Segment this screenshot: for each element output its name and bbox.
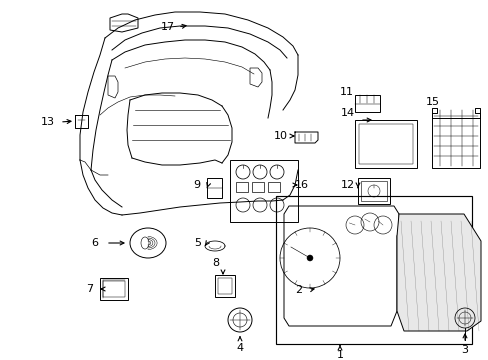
Text: 1: 1: [336, 350, 343, 360]
Text: 15: 15: [425, 97, 439, 107]
Bar: [360, 181, 386, 201]
Bar: [275, 196, 471, 344]
Bar: [206, 178, 222, 198]
Bar: [354, 95, 379, 112]
Text: 17: 17: [161, 22, 175, 32]
Text: 14: 14: [340, 108, 354, 118]
Bar: [354, 120, 416, 168]
Bar: [358, 124, 412, 164]
Text: 2: 2: [295, 285, 302, 295]
Bar: [357, 178, 389, 204]
Bar: [267, 182, 280, 192]
Text: 10: 10: [273, 131, 287, 141]
Bar: [215, 275, 235, 297]
Bar: [251, 182, 264, 192]
Bar: [229, 160, 297, 222]
Text: 11: 11: [339, 87, 353, 97]
Text: 4: 4: [236, 343, 243, 353]
Text: 5: 5: [194, 238, 201, 248]
Text: 12: 12: [340, 180, 354, 190]
Text: 6: 6: [91, 238, 98, 248]
Text: 9: 9: [193, 180, 200, 190]
Text: 3: 3: [461, 345, 468, 355]
Text: 7: 7: [86, 284, 93, 294]
Bar: [100, 278, 128, 300]
Text: 8: 8: [212, 258, 219, 268]
Bar: [236, 182, 247, 192]
Polygon shape: [396, 214, 480, 331]
Bar: [103, 281, 125, 297]
Text: 13: 13: [41, 117, 55, 127]
Bar: [218, 278, 231, 294]
Circle shape: [306, 255, 312, 261]
Text: 16: 16: [294, 180, 308, 190]
